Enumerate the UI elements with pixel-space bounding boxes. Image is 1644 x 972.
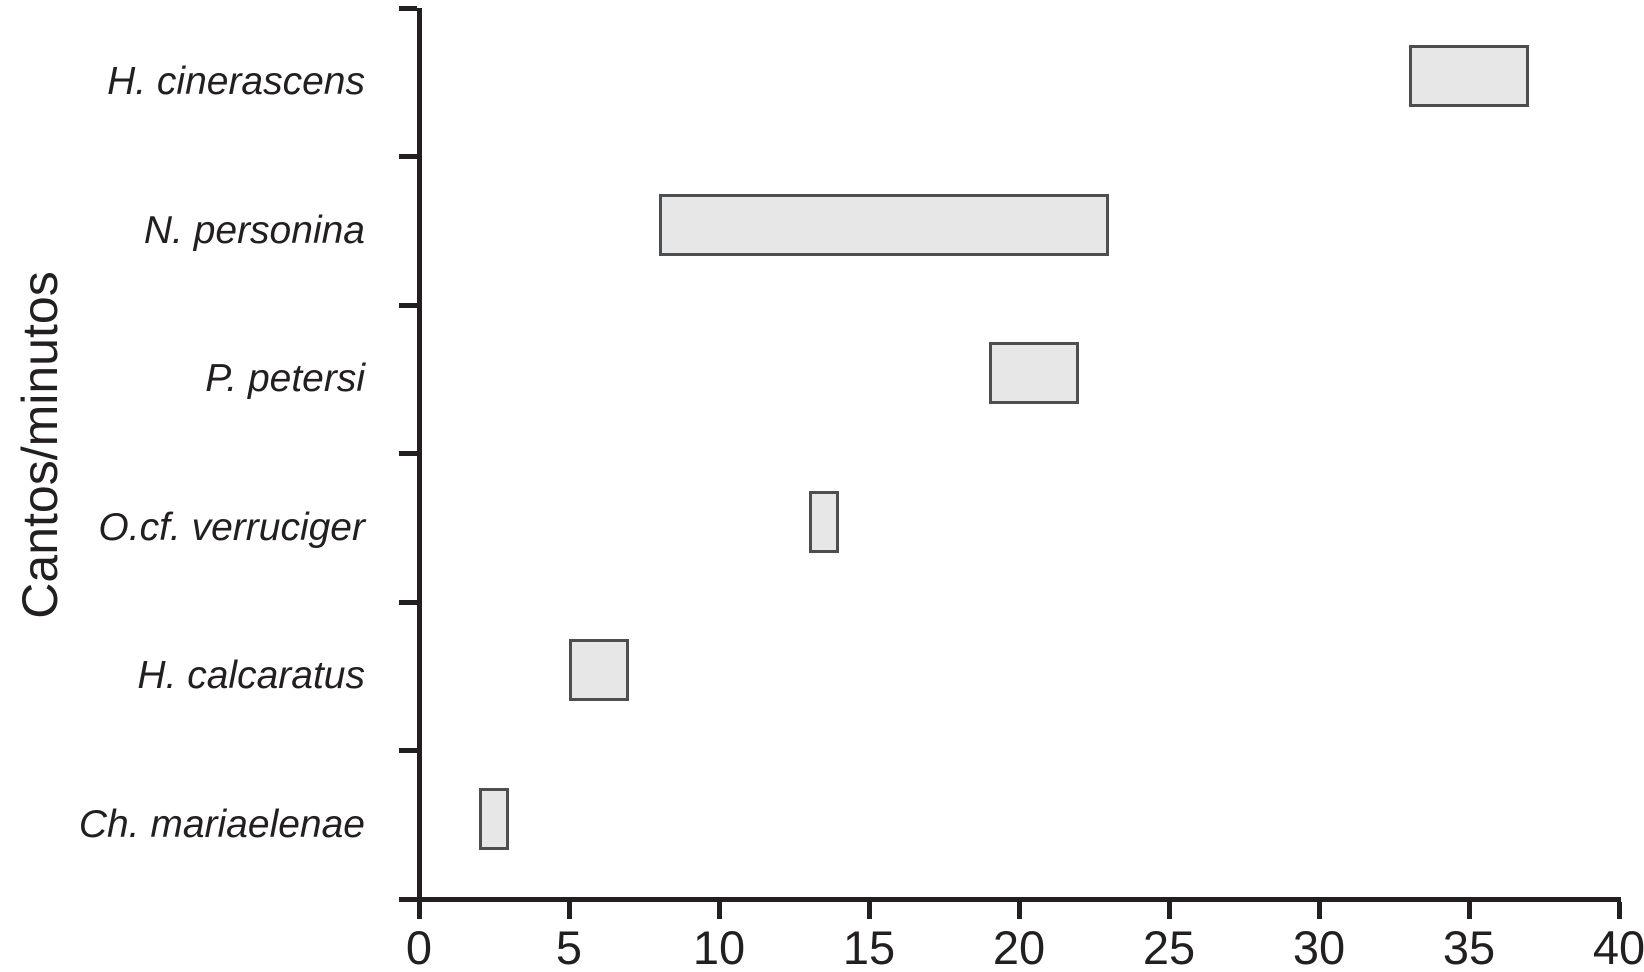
x-axis-tick bbox=[1016, 902, 1022, 919]
y-axis-tick bbox=[399, 5, 417, 11]
y-axis-tick bbox=[399, 896, 417, 902]
range-bar bbox=[659, 193, 1109, 256]
y-axis-tick bbox=[399, 748, 417, 753]
x-axis-tick-label: 30 bbox=[1292, 921, 1346, 972]
category-label: N. personina bbox=[143, 208, 365, 252]
x-axis-tick bbox=[1466, 902, 1472, 919]
y-axis-tick bbox=[399, 451, 417, 456]
y-axis-tick bbox=[399, 599, 417, 605]
range-bar bbox=[989, 342, 1079, 405]
x-axis-tick-label: 40 bbox=[1592, 921, 1644, 972]
x-axis-tick-label: 25 bbox=[1142, 921, 1196, 972]
range-bar bbox=[1409, 45, 1529, 108]
range-bar bbox=[809, 490, 839, 553]
y-axis-line bbox=[417, 8, 422, 912]
x-axis-tick bbox=[416, 902, 422, 919]
x-axis-tick bbox=[1616, 902, 1622, 919]
category-label: P. petersi bbox=[205, 357, 365, 401]
y-axis-tick bbox=[399, 154, 417, 159]
x-axis-tick-label: 5 bbox=[555, 921, 583, 972]
y-axis-title: Cantos/minutos bbox=[12, 271, 68, 619]
category-label: H. calcaratus bbox=[137, 654, 365, 698]
x-axis-tick bbox=[866, 902, 872, 919]
category-label: H. cinerascens bbox=[107, 60, 365, 104]
x-axis-tick-label: 35 bbox=[1442, 921, 1496, 972]
x-axis-tick bbox=[716, 902, 722, 919]
x-axis-tick-label: 20 bbox=[992, 921, 1046, 972]
range-bar bbox=[569, 639, 629, 702]
category-label: Ch. mariaelenae bbox=[78, 802, 365, 846]
category-label: O.cf. verruciger bbox=[98, 505, 365, 549]
x-axis-tick bbox=[566, 902, 572, 919]
x-axis-tick bbox=[1166, 902, 1172, 919]
x-axis-tick-label: 10 bbox=[692, 921, 746, 972]
y-axis-tick bbox=[399, 302, 417, 308]
x-axis-tick bbox=[1316, 902, 1322, 919]
range-bar bbox=[479, 787, 509, 850]
x-axis-tick-label: 0 bbox=[405, 921, 433, 972]
x-axis-line bbox=[417, 897, 1621, 902]
x-axis-tick-label: 15 bbox=[842, 921, 896, 972]
